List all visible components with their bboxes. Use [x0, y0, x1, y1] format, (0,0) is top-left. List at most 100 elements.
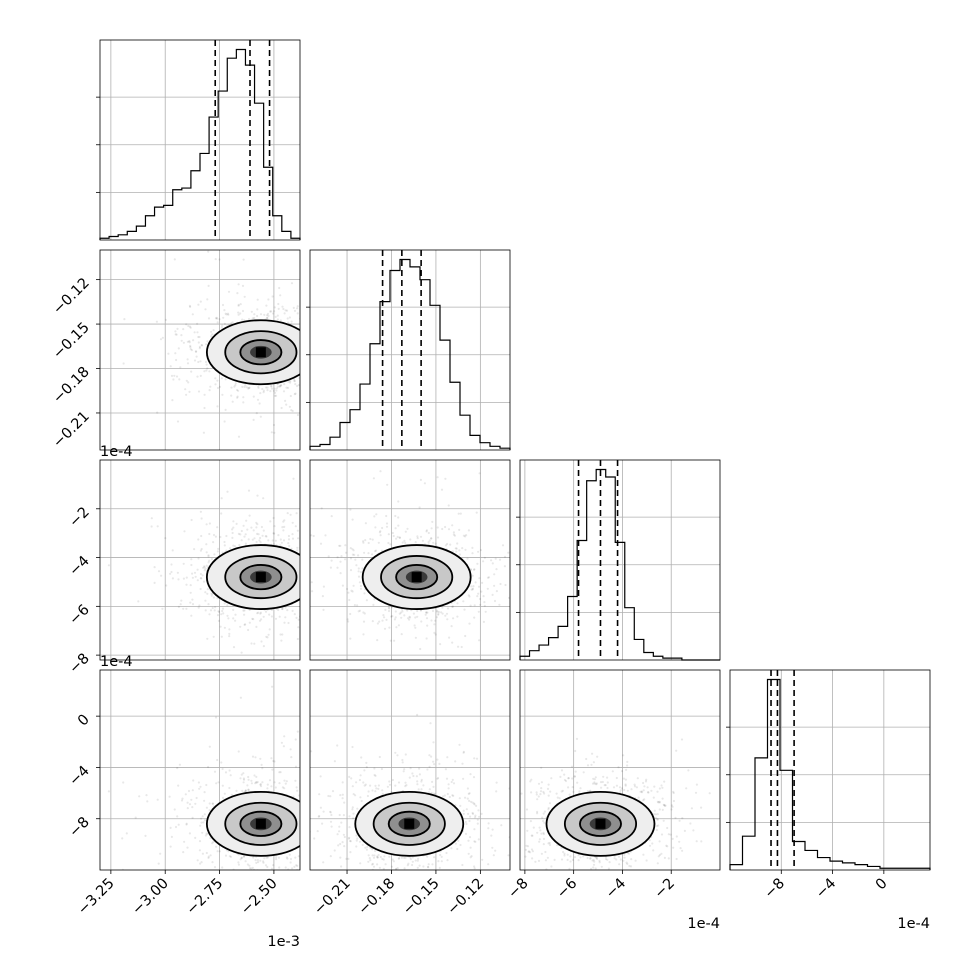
scatter-point: [267, 298, 270, 301]
scatter-point: [271, 295, 274, 298]
scatter-point: [236, 292, 239, 295]
scatter-point: [513, 509, 515, 511]
scatter-point: [266, 636, 269, 639]
scatter-point: [547, 794, 550, 797]
scatter-point: [417, 857, 420, 860]
scatter-point: [450, 625, 453, 628]
scatter-point: [307, 616, 309, 618]
scatter-point: [394, 527, 397, 530]
scatter-point: [214, 716, 218, 719]
scatter-point: [244, 790, 247, 793]
scatter-point: [213, 553, 216, 556]
scatter-point: [472, 585, 475, 588]
scatter-point: [293, 613, 296, 616]
joint-panel-3-1: [309, 669, 511, 871]
scatter-point: [317, 356, 319, 358]
scatter-point: [298, 794, 300, 797]
scatter-point: [268, 628, 271, 631]
scatter-point: [283, 525, 286, 529]
scatter-point: [217, 610, 220, 613]
scatter-point: [257, 533, 260, 536]
scatter-point: [232, 526, 235, 529]
scatter-point: [255, 540, 258, 544]
scatter-point: [598, 859, 601, 863]
scatter-point: [212, 840, 215, 844]
scatter-point: [204, 360, 208, 364]
scatter-point: [273, 760, 276, 763]
scatter-point: [237, 389, 240, 392]
scatter-point: [193, 548, 196, 551]
scatter-point: [433, 623, 436, 626]
scatter-point: [366, 794, 369, 798]
scatter-point: [287, 380, 290, 383]
scatter-point: [315, 381, 317, 383]
scatter-point: [658, 840, 661, 843]
scatter-point: [343, 824, 345, 826]
scatter-point: [355, 324, 357, 326]
scatter-point: [425, 611, 428, 614]
scatter-point: [393, 618, 396, 621]
scatter-point: [348, 773, 350, 775]
scatter-point: [205, 543, 208, 546]
scatter-point: [417, 788, 420, 791]
scatter-point: [539, 628, 541, 630]
scatter-point: [232, 544, 235, 547]
scatter-point: [403, 539, 406, 543]
scatter-point: [507, 854, 510, 857]
scatter-point: [252, 529, 255, 532]
scatter-point: [420, 620, 423, 623]
scatter-point: [482, 595, 485, 598]
scatter-point: [403, 867, 406, 870]
scatter-point: [451, 778, 454, 782]
scatter-point: [193, 331, 196, 334]
scatter-point: [452, 782, 456, 785]
scatter-point: [210, 594, 213, 597]
scatter-point: [274, 315, 277, 318]
scatter-point: [177, 605, 180, 609]
scatter-point: [349, 637, 352, 640]
scatter-point: [375, 787, 378, 790]
scatter-point: [305, 853, 307, 855]
scatter-point: [241, 318, 244, 321]
scatter-point: [232, 520, 235, 523]
scatter-point: [301, 845, 303, 847]
scatter-point: [265, 635, 268, 638]
scatter-point: [208, 745, 211, 748]
scatter-point: [266, 312, 270, 315]
scatter-point: [360, 756, 363, 759]
scatter-point: [350, 589, 353, 592]
scatter-point: [477, 550, 480, 553]
scatter-point: [343, 845, 346, 848]
scatter-point: [231, 400, 234, 403]
scatter-point: [426, 611, 429, 614]
scatter-point: [283, 383, 286, 386]
scatter-point: [227, 617, 230, 620]
scatter-point: [198, 347, 201, 350]
scatter-point: [251, 538, 254, 541]
joint-panel-2-0: [99, 459, 341, 661]
scatter-point: [318, 861, 320, 863]
scatter-point: [242, 258, 245, 261]
scatter-point: [625, 861, 628, 864]
scatter-point: [156, 798, 159, 801]
scatter-point: [202, 566, 205, 569]
scatter-point: [279, 544, 282, 547]
scatter-point: [513, 604, 515, 606]
scatter-point: [183, 840, 186, 843]
scatter-point: [277, 534, 280, 537]
scatter-point: [302, 580, 304, 582]
scatter-point: [200, 344, 203, 347]
scatter-point: [260, 880, 262, 882]
scatter-point: [228, 786, 231, 790]
scatter-point: [243, 385, 246, 388]
scatter-point: [339, 616, 341, 618]
scatter-point: [201, 574, 204, 577]
scatter-point: [189, 584, 192, 587]
scatter-point: [207, 317, 211, 320]
scatter-point: [461, 762, 464, 765]
scatter-point: [204, 567, 207, 570]
scatter-point: [322, 810, 325, 813]
scatter-point: [272, 423, 276, 427]
scatter-point: [494, 557, 497, 560]
scatter-point: [329, 795, 332, 798]
